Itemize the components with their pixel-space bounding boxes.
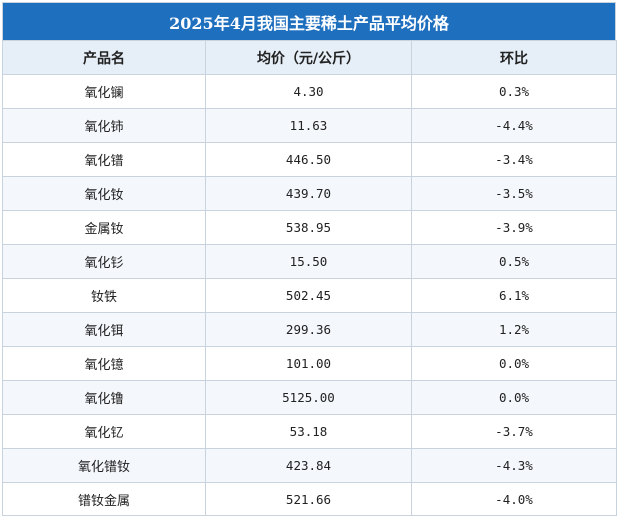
table-title: 2025年4月我国主要稀土产品平均价格 bbox=[2, 2, 616, 40]
change-cell: 1.2% bbox=[411, 312, 617, 347]
table-row: 氧化镨钕 423.84 -4.3% bbox=[2, 448, 617, 483]
price-table: 产品名 均价（元/公斤） 环比 氧化镧 4.30 0.3% 氧化铈 11.63 … bbox=[2, 40, 617, 516]
price-cell: 439.70 bbox=[205, 176, 412, 211]
table-row: 氧化镨 446.50 -3.4% bbox=[2, 142, 617, 177]
price-cell: 15.50 bbox=[205, 244, 412, 279]
change-cell: -3.5% bbox=[411, 176, 617, 211]
product-name-cell: 氧化镨钕 bbox=[2, 448, 206, 483]
change-cell: -4.4% bbox=[411, 108, 617, 143]
product-name-cell: 氧化铒 bbox=[2, 312, 206, 347]
price-cell: 538.95 bbox=[205, 210, 412, 245]
header-row: 产品名 均价（元/公斤） 环比 bbox=[2, 40, 617, 75]
table-row: 氧化钐 15.50 0.5% bbox=[2, 244, 617, 279]
product-name-cell: 氧化镨 bbox=[2, 142, 206, 177]
price-cell: 53.18 bbox=[205, 414, 412, 449]
product-name-cell: 氧化钐 bbox=[2, 244, 206, 279]
table-row: 氧化镥 5125.00 0.0% bbox=[2, 380, 617, 415]
product-name-cell: 镨钕金属 bbox=[2, 482, 206, 516]
product-name-cell: 钕铁 bbox=[2, 278, 206, 313]
change-cell: 6.1% bbox=[411, 278, 617, 313]
table-header: 产品名 均价（元/公斤） 环比 bbox=[2, 40, 617, 75]
price-cell: 4.30 bbox=[205, 74, 412, 109]
price-cell: 299.36 bbox=[205, 312, 412, 347]
change-cell: 0.5% bbox=[411, 244, 617, 279]
change-cell: 0.0% bbox=[411, 380, 617, 415]
table-row: 氧化镱 101.00 0.0% bbox=[2, 346, 617, 381]
change-cell: -3.4% bbox=[411, 142, 617, 177]
product-name-cell: 氧化钇 bbox=[2, 414, 206, 449]
product-name-cell: 氧化铈 bbox=[2, 108, 206, 143]
product-name-cell: 氧化镱 bbox=[2, 346, 206, 381]
product-name-cell: 氧化镥 bbox=[2, 380, 206, 415]
header-month-change: 环比 bbox=[411, 40, 617, 75]
product-name-cell: 氧化镧 bbox=[2, 74, 206, 109]
change-cell: -4.3% bbox=[411, 448, 617, 483]
change-cell: -3.7% bbox=[411, 414, 617, 449]
price-cell: 5125.00 bbox=[205, 380, 412, 415]
price-cell: 423.84 bbox=[205, 448, 412, 483]
table-body: 氧化镧 4.30 0.3% 氧化铈 11.63 -4.4% 氧化镨 446.50… bbox=[2, 74, 617, 516]
table-row: 氧化镧 4.30 0.3% bbox=[2, 74, 617, 109]
price-cell: 502.45 bbox=[205, 278, 412, 313]
product-name-cell: 氧化钕 bbox=[2, 176, 206, 211]
change-cell: -4.0% bbox=[411, 482, 617, 516]
change-cell: 0.3% bbox=[411, 74, 617, 109]
price-cell: 11.63 bbox=[205, 108, 412, 143]
table-row: 钕铁 502.45 6.1% bbox=[2, 278, 617, 313]
product-name-cell: 金属钕 bbox=[2, 210, 206, 245]
table-row: 氧化铒 299.36 1.2% bbox=[2, 312, 617, 347]
change-cell: 0.0% bbox=[411, 346, 617, 381]
header-average-price: 均价（元/公斤） bbox=[205, 40, 412, 75]
price-cell: 521.66 bbox=[205, 482, 412, 516]
table-row: 氧化铈 11.63 -4.4% bbox=[2, 108, 617, 143]
table-row: 镨钕金属 521.66 -4.0% bbox=[2, 482, 617, 516]
table-row: 氧化钕 439.70 -3.5% bbox=[2, 176, 617, 211]
table-row: 金属钕 538.95 -3.9% bbox=[2, 210, 617, 245]
table-row: 氧化钇 53.18 -3.7% bbox=[2, 414, 617, 449]
change-cell: -3.9% bbox=[411, 210, 617, 245]
price-cell: 101.00 bbox=[205, 346, 412, 381]
header-product-name: 产品名 bbox=[2, 40, 206, 75]
price-cell: 446.50 bbox=[205, 142, 412, 177]
